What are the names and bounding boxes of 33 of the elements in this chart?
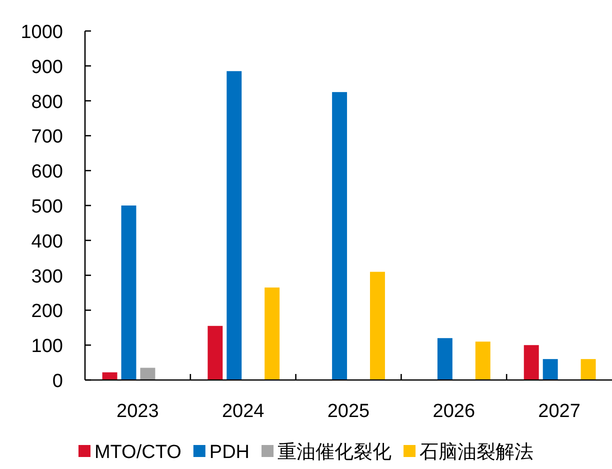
- bar: [370, 272, 385, 380]
- bar: [226, 71, 242, 380]
- bar: [208, 326, 223, 380]
- y-tick-label: 900: [31, 56, 63, 78]
- x-tick-label: 2027: [538, 401, 580, 422]
- bar: [580, 359, 596, 380]
- y-tick-label: 0: [52, 371, 63, 392]
- bar: [437, 338, 452, 380]
- bar: [121, 206, 136, 380]
- bar: [475, 342, 490, 380]
- y-tick-label: 200: [31, 301, 63, 322]
- legend-label: PDH: [209, 442, 250, 463]
- legend-label: 重油催化裂化: [278, 442, 392, 463]
- y-tick-label: 500: [31, 196, 63, 218]
- x-tick-label: 2025: [327, 401, 370, 422]
- y-tick-label: 400: [31, 231, 63, 252]
- legend-label: MTO/CTO: [94, 442, 182, 463]
- bar: [524, 345, 539, 380]
- x-tick-label: 2024: [222, 401, 265, 422]
- x-tick-label: 2023: [116, 401, 159, 422]
- bar: [264, 288, 280, 380]
- y-tick-label: 1000: [20, 22, 63, 43]
- legend-label: 石脑油裂解法: [420, 442, 534, 463]
- bar: [140, 368, 156, 380]
- y-tick-label: 700: [31, 126, 63, 148]
- x-tick-label: 2026: [432, 401, 476, 422]
- bar: [102, 372, 118, 380]
- y-tick-label: 100: [31, 336, 63, 358]
- y-tick-label: 300: [31, 266, 63, 288]
- bar: [542, 359, 558, 380]
- y-tick-label: 800: [31, 92, 63, 113]
- y-tick-label: 600: [31, 162, 63, 183]
- bar: [332, 92, 348, 380]
